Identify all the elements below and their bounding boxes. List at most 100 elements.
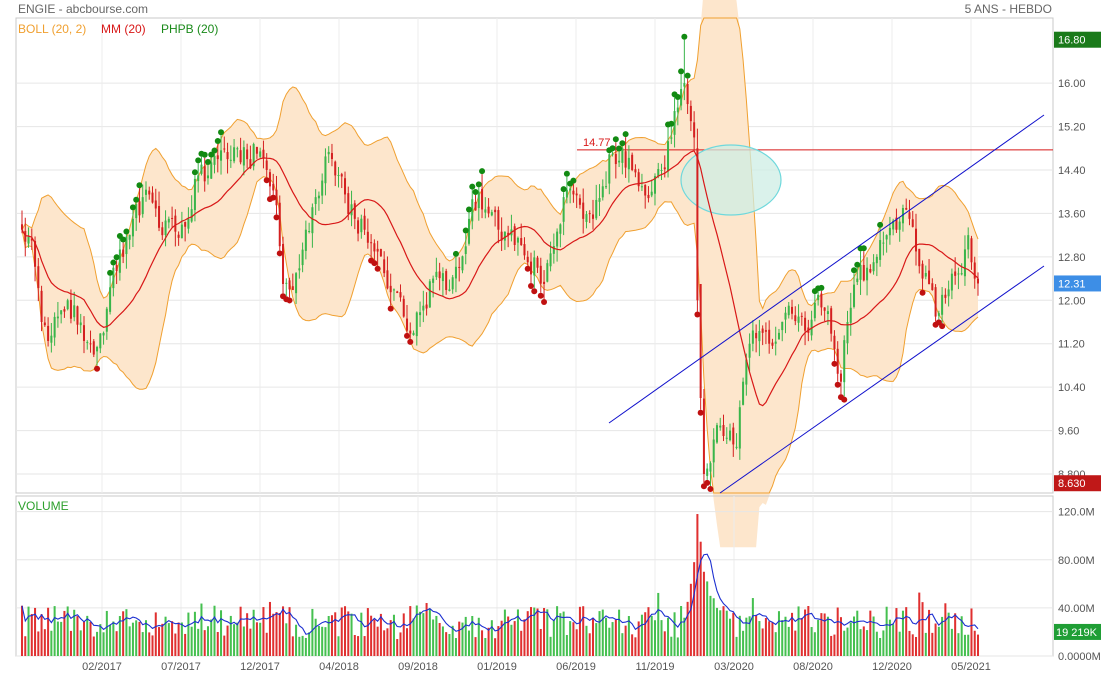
volume-bar <box>875 631 878 656</box>
volume-bar <box>187 612 190 656</box>
time-tick-label: 12/2017 <box>240 661 280 673</box>
phpb-low-marker <box>834 381 841 388</box>
candle-body <box>27 236 30 244</box>
candle-body <box>777 332 780 340</box>
candle-body <box>86 342 89 344</box>
candle-body <box>967 235 970 250</box>
candle-body <box>588 213 591 215</box>
volume-bar <box>242 626 245 656</box>
volume-bar <box>611 622 614 656</box>
volume-bar <box>667 617 670 656</box>
volume-bar <box>774 632 777 656</box>
volume-bar <box>719 610 722 656</box>
volume-bar <box>549 636 552 656</box>
phpb-high-marker <box>208 151 215 158</box>
volume-bar <box>422 613 425 656</box>
volume-bar <box>950 628 953 656</box>
last-price-badge-text: 12.31 <box>1058 278 1086 290</box>
volume-bar <box>500 620 503 656</box>
candle-body <box>76 306 79 325</box>
volume-bar <box>536 608 539 656</box>
volume-bar <box>158 627 161 656</box>
volume-bar <box>206 626 209 656</box>
low-price-badge-box <box>1054 475 1101 492</box>
candle-body <box>304 229 307 251</box>
candle-body <box>419 312 422 316</box>
volume-bar <box>761 628 764 656</box>
volume-bar <box>976 634 980 656</box>
candle-body <box>373 243 376 252</box>
candle-body <box>856 278 859 283</box>
phpb-low-marker <box>704 479 711 486</box>
volume-bar <box>461 622 464 656</box>
candle-body <box>242 147 245 166</box>
volume-bar <box>405 628 409 656</box>
candle-body <box>712 439 715 463</box>
volume-bar <box>869 610 872 656</box>
volume-bar <box>552 620 555 656</box>
candle-body <box>402 298 405 317</box>
candle-body <box>853 284 856 307</box>
candle-body <box>82 325 86 341</box>
candle-body <box>291 286 294 291</box>
volume-bar <box>954 613 957 656</box>
volume-bar <box>337 636 340 656</box>
volume-bar <box>344 606 347 656</box>
candle-body <box>582 202 585 219</box>
candle-body <box>360 218 363 233</box>
phpb-high-marker <box>214 137 221 144</box>
candle-body <box>755 332 758 339</box>
candle-body <box>177 234 180 238</box>
volume-bar <box>30 613 33 656</box>
candle-body <box>529 261 533 275</box>
volume-bar <box>66 606 69 656</box>
volume-bar <box>833 634 836 656</box>
candle-body <box>148 190 151 195</box>
phpb-high-marker <box>133 196 140 203</box>
volume-bar <box>60 621 63 656</box>
volume-bar <box>278 613 281 656</box>
volume-bar <box>272 613 275 656</box>
candle-body <box>637 172 640 187</box>
volume-bar <box>144 620 147 656</box>
volume-bar <box>660 620 663 656</box>
candle-body <box>957 273 960 275</box>
candle-body <box>794 315 797 322</box>
candle-body <box>526 256 529 263</box>
volume-bar <box>963 634 966 656</box>
volume-bar <box>928 609 931 656</box>
candle-body <box>229 159 232 161</box>
candle-body <box>30 238 33 241</box>
candle-body <box>301 249 304 266</box>
legend-boll: BOLL (20, 2) <box>18 22 86 36</box>
candle-body <box>869 268 872 273</box>
volume-bar <box>539 628 542 656</box>
volume-bar <box>220 610 223 656</box>
volume-bar <box>376 626 379 656</box>
candle-body <box>272 183 275 191</box>
candle-body <box>454 266 457 279</box>
candle-body <box>154 200 157 209</box>
candle-body <box>608 154 611 184</box>
candle-body <box>836 348 839 374</box>
candle-body <box>507 232 510 236</box>
candle-body <box>109 287 112 312</box>
candle-body <box>928 270 931 284</box>
volume-bar <box>177 622 180 656</box>
candle-body <box>193 178 196 211</box>
volume-bar <box>497 626 500 656</box>
volume-bar <box>595 623 598 656</box>
price-axis: 16.00 15.20 14.40 13.60 12.80 12.00 11.20 10.40… <box>1054 31 1101 492</box>
volume-bar <box>246 613 249 656</box>
candle-body <box>614 153 617 165</box>
volume-bar <box>190 626 193 656</box>
candle-body <box>791 306 794 314</box>
candle-body <box>285 282 288 284</box>
volume-bar <box>92 636 95 656</box>
volume-bar <box>556 606 559 656</box>
phpb-high-marker <box>452 250 459 257</box>
volume-bar <box>298 636 301 656</box>
volume-bar <box>415 605 418 656</box>
volume-bar <box>314 618 317 656</box>
candle-body <box>686 83 689 105</box>
